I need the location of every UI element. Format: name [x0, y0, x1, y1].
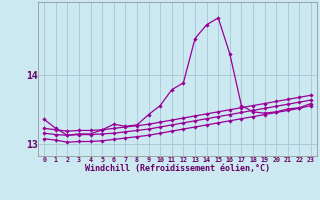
X-axis label: Windchill (Refroidissement éolien,°C): Windchill (Refroidissement éolien,°C): [85, 164, 270, 173]
